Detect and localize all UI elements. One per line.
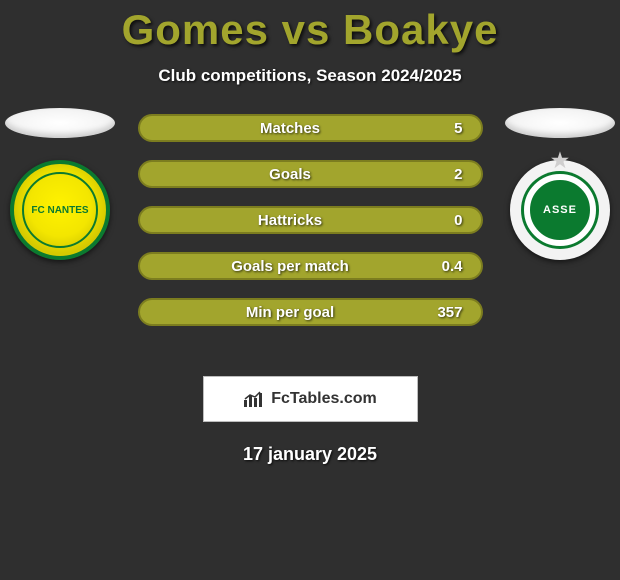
player-left: FC NANTES (0, 108, 120, 260)
stat-label: Matches (158, 120, 423, 137)
stat-label: Goals per match (158, 258, 423, 275)
stat-row-matches: Matches 5 (138, 114, 483, 142)
brand-text: FcTables.com (271, 390, 377, 408)
avatar-right (505, 108, 615, 138)
stat-value: 5 (423, 120, 463, 137)
stat-value: 0.4 (423, 258, 463, 275)
stat-label: Goals (158, 166, 423, 183)
subtitle: Club competitions, Season 2024/2025 (0, 66, 620, 86)
stat-label: Min per goal (158, 304, 423, 321)
stat-value: 2 (423, 166, 463, 183)
stat-label: Hattricks (158, 212, 423, 229)
stat-value: 357 (423, 304, 463, 321)
player-right: ★ ASSE (500, 108, 620, 260)
star-icon: ★ (551, 148, 569, 173)
stat-row-goals: Goals 2 (138, 160, 483, 188)
stat-row-min-per-goal: Min per goal 357 (138, 298, 483, 326)
club-badge-asse: ★ ASSE (510, 160, 610, 260)
stat-row-hattricks: Hattricks 0 (138, 206, 483, 234)
brand-box: FcTables.com (203, 376, 418, 422)
avatar-left (5, 108, 115, 138)
club-badge-asse-label: ASSE (543, 204, 577, 216)
stat-row-goals-per-match: Goals per match 0.4 (138, 252, 483, 280)
club-badge-nantes-label: FC NANTES (31, 205, 88, 216)
comparison-arena: FC NANTES ★ ASSE Matches 5 Goals 2 Hattr… (0, 114, 620, 354)
stat-value: 0 (423, 212, 463, 229)
footer-date: 17 january 2025 (0, 444, 620, 465)
club-badge-nantes: FC NANTES (10, 160, 110, 260)
chart-icon (243, 390, 265, 408)
page-title: Gomes vs Boakye (0, 0, 620, 54)
stat-bars: Matches 5 Goals 2 Hattricks 0 Goals per … (138, 114, 483, 326)
